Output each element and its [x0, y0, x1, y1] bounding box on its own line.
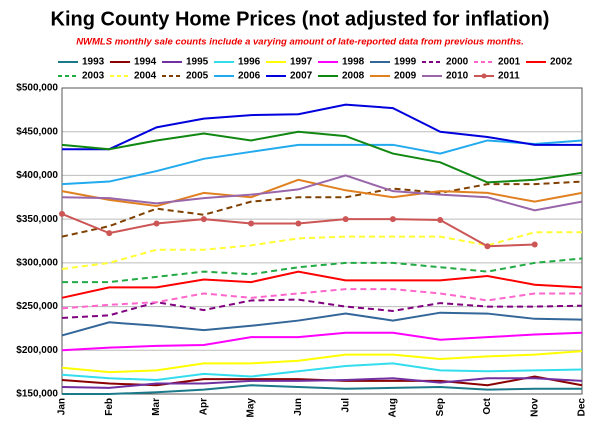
series-marker — [248, 220, 255, 227]
legend-label: 1996 — [238, 57, 261, 68]
series-line — [61, 139, 583, 186]
y-tick-label: $500,000 — [16, 83, 58, 94]
y-tick-label: $350,000 — [16, 214, 58, 225]
series-line — [61, 130, 583, 184]
series-line — [62, 103, 582, 151]
series-line — [62, 384, 582, 395]
x-tick-label: Sep — [435, 398, 446, 416]
legend-label: 1994 — [134, 57, 157, 68]
series-marker — [531, 241, 538, 248]
series-line — [61, 231, 582, 270]
x-tick-label: Apr — [198, 398, 209, 415]
y-tick-label: $300,000 — [16, 257, 58, 268]
series-line — [62, 257, 583, 284]
series-line — [61, 178, 583, 208]
series-marker — [106, 230, 113, 237]
legend-label: 1999 — [394, 57, 417, 68]
legend-label: 2001 — [498, 57, 521, 68]
series-marker — [389, 216, 396, 223]
series-marker — [59, 210, 65, 217]
series-marker — [484, 243, 491, 250]
legend-label: 1993 — [82, 57, 105, 68]
series-marker — [295, 220, 302, 227]
series-marker — [200, 216, 207, 223]
series-marker — [153, 220, 160, 227]
legend-label: 2000 — [446, 57, 469, 68]
x-tick-label: Jul — [340, 398, 351, 413]
chart-title: King County Home Prices (not adjusted fo… — [51, 8, 550, 30]
series-marker — [437, 217, 444, 224]
x-tick-label: Jan — [57, 398, 68, 415]
series-line — [61, 331, 583, 352]
legend-label: 1995 — [186, 57, 209, 68]
x-tick-label: Aug — [388, 398, 399, 417]
x-tick-label: Oct — [482, 397, 493, 414]
y-tick-label: $200,000 — [16, 345, 58, 356]
series-line — [61, 362, 583, 382]
x-tick-label: Jun — [293, 398, 304, 416]
x-tick-label: Dec — [577, 398, 588, 417]
x-tick-label: Nov — [529, 398, 540, 417]
plot-border — [61, 87, 583, 395]
y-tick-label: $450,000 — [16, 126, 58, 137]
series-line — [61, 311, 583, 337]
x-tick-label: May — [246, 398, 257, 418]
y-tick-label: $150,000 — [16, 389, 58, 400]
legend-label: 2003 — [82, 71, 105, 82]
legend-marker — [481, 73, 487, 79]
series-line — [61, 174, 583, 212]
y-tick-label: $400,000 — [16, 170, 58, 181]
legend-label: 2007 — [290, 71, 313, 82]
legend-label: 2005 — [186, 71, 209, 82]
legend-label: 2010 — [446, 71, 469, 82]
legend-label: 2002 — [550, 57, 573, 68]
legend-label: 2009 — [394, 71, 417, 82]
legend-label: 2006 — [238, 71, 261, 82]
x-tick-label: Feb — [104, 398, 115, 416]
series-line — [61, 288, 582, 310]
legend-label: 2011 — [498, 71, 520, 82]
legend-label: 2004 — [134, 71, 157, 82]
legend-label: 1998 — [342, 57, 365, 68]
series-line — [61, 180, 583, 238]
series-line — [61, 377, 583, 389]
series-line — [61, 350, 583, 374]
legend-label: 2008 — [342, 71, 365, 82]
series-line — [61, 270, 583, 299]
series-line — [61, 298, 583, 319]
legend-label: 1997 — [290, 57, 313, 68]
x-tick-label: Mar — [151, 398, 162, 416]
y-tick-label: $250,000 — [16, 301, 58, 312]
chart-subtitle: NWMLS monthly sale counts include a vary… — [76, 37, 524, 48]
series-marker — [342, 216, 349, 223]
